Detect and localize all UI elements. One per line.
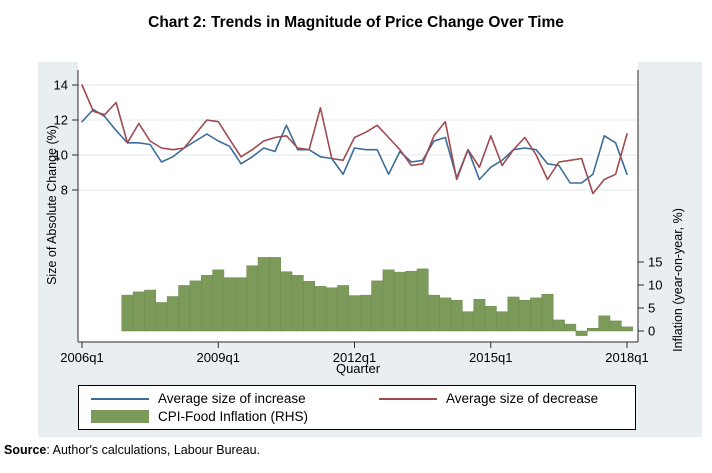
source-note-text: : Author's calculations, Labour Bureau. xyxy=(46,443,261,457)
y-left-tick-label: 12 xyxy=(54,113,68,128)
increase-line-swatch xyxy=(91,397,149,400)
legend-row-2: CPI-Food Inflation (RHS) xyxy=(91,409,635,424)
legend-row-1: Average size of increase Average size of… xyxy=(91,391,635,406)
graph-panel: 8 10 12 14 0 5 10 15 2006q1 2009q1 2012q1 2015q1 201… xyxy=(38,62,702,437)
legend-label-inflation: CPI-Food Inflation (RHS) xyxy=(158,409,309,424)
x-tick-label: 2006q1 xyxy=(60,350,103,365)
source-note: Source: Author's calculations, Labour Bu… xyxy=(4,443,260,457)
y-right-tick-label: 0 xyxy=(648,324,655,339)
legend-item-increase: Average size of increase xyxy=(91,391,379,406)
x-tick-label: 2018q1 xyxy=(605,350,648,365)
y-axis-label-left: Size of Absolute Change (%) xyxy=(45,125,59,285)
axes xyxy=(77,70,639,343)
y-left-tick-label: 14 xyxy=(54,78,68,93)
x-tick-label: 2015q1 xyxy=(469,350,512,365)
y-left-tick-label: 8 xyxy=(61,183,68,198)
increase-line xyxy=(81,108,628,184)
x-tick-label: 2009q1 xyxy=(197,350,240,365)
x-axis-label: Quarter xyxy=(335,361,381,376)
source-note-label: Source xyxy=(4,443,47,457)
decrease-line-swatch xyxy=(379,397,437,400)
plot-area: 8 10 12 14 0 5 10 15 2006q1 2009q1 2012q1 2015q1 201… xyxy=(54,62,663,366)
tick-labels: 8 10 12 14 0 5 10 15 2006q1 2009q1 2012q1 2015q1 201… xyxy=(54,78,663,366)
y-axis-label-right: Inflation (year-on-year, %) xyxy=(671,208,685,352)
inflation-bar-swatch xyxy=(91,410,149,423)
legend: Average size of increase Average size of… xyxy=(78,385,636,430)
y-right-tick-label: 10 xyxy=(648,278,662,293)
legend-item-decrease: Average size of decrease xyxy=(379,391,598,406)
chart-title: Chart 2: Trends in Magnitude of Price Ch… xyxy=(148,14,564,31)
y-right-tick-label: 5 xyxy=(648,301,655,316)
legend-item-inflation: CPI-Food Inflation (RHS) xyxy=(91,409,379,424)
gridlines xyxy=(78,84,638,191)
y-right-tick-label: 15 xyxy=(648,255,662,270)
inflation-bars xyxy=(121,257,633,336)
x-tick-label: 2012q1 xyxy=(333,350,376,365)
legend-label-decrease: Average size of decrease xyxy=(446,391,599,406)
decrease-line xyxy=(81,84,628,195)
y-left-tick-label: 10 xyxy=(54,148,68,163)
tick-marks xyxy=(72,84,644,348)
legend-label-increase: Average size of increase xyxy=(158,391,306,406)
